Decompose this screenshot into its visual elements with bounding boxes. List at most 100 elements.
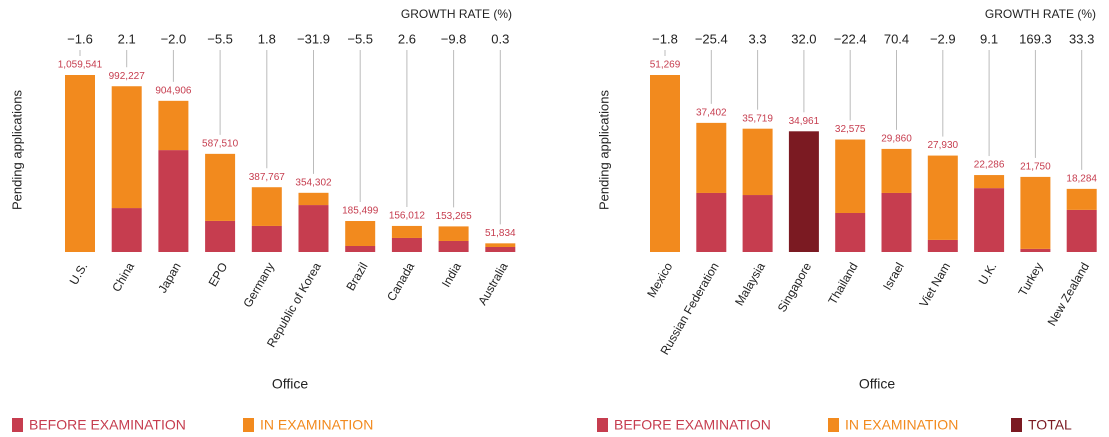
category-label: Brazil xyxy=(343,260,370,293)
growth-rate-label: 33.3 xyxy=(1069,31,1094,46)
bar-segment xyxy=(158,100,189,151)
legend-swatch xyxy=(828,418,839,432)
category-label: Mexico xyxy=(644,260,675,300)
total-label: 587,510 xyxy=(202,138,239,149)
category-label: Thailand xyxy=(825,260,860,307)
total-label: 354,302 xyxy=(295,177,332,188)
growth-rate-label: −5.5 xyxy=(347,31,373,46)
growth-rate-label: 9.1 xyxy=(980,31,998,46)
total-label: 18,284 xyxy=(1066,174,1097,185)
legend-swatch xyxy=(1011,418,1022,432)
legend-label: IN EXAMINATION xyxy=(260,417,373,433)
growth-rate-label: −22.4 xyxy=(834,31,867,46)
bar-segment xyxy=(111,208,142,252)
bar-segment xyxy=(927,155,958,240)
bar-segment xyxy=(298,192,329,206)
growth-rate-label: 2.6 xyxy=(398,31,416,46)
bar-segment xyxy=(1066,209,1097,252)
bar-segment xyxy=(298,205,329,252)
x-axis-label: Office xyxy=(859,376,896,392)
legend-label: BEFORE EXAMINATION xyxy=(614,417,771,433)
bar-segment xyxy=(391,225,422,238)
growth-rate-label: 0.3 xyxy=(491,31,509,46)
category-label: Viet Nam xyxy=(916,260,953,310)
total-label: 1,059,541 xyxy=(58,60,103,71)
category-label: New Zealand xyxy=(1045,260,1092,328)
legend-swatch xyxy=(12,418,23,432)
bar-segment xyxy=(205,220,236,252)
total-label: 32,575 xyxy=(835,124,866,135)
total-label: 992,227 xyxy=(109,71,146,82)
growth-rate-label: −1.8 xyxy=(652,31,678,46)
legend-swatch xyxy=(597,418,608,432)
bar-segment xyxy=(881,192,912,252)
bar-segment xyxy=(65,75,95,252)
growth-rate-label: 1.8 xyxy=(258,31,276,46)
bar-segment xyxy=(251,225,282,252)
growth-rate-label: −31.9 xyxy=(297,31,330,46)
total-label: 29,860 xyxy=(881,134,912,145)
bar-segment xyxy=(974,175,1005,189)
bar-segment xyxy=(485,243,516,247)
category-label: Israel xyxy=(880,260,907,292)
growth-rate-label: −1.6 xyxy=(67,31,93,46)
category-label: India xyxy=(439,260,464,290)
legend-label: TOTAL xyxy=(1028,417,1072,433)
category-label: U.S. xyxy=(67,260,91,287)
category-label: U.K. xyxy=(976,260,1000,287)
bar-segment xyxy=(1020,248,1051,252)
bar-segment xyxy=(1020,176,1051,249)
bar-segment xyxy=(391,237,422,252)
total-label: 21,750 xyxy=(1020,162,1051,173)
total-label: 34,961 xyxy=(789,116,820,127)
y-axis-label: Pending applications xyxy=(9,90,24,210)
growth-rate-label: 70.4 xyxy=(884,31,909,46)
total-label: 387,767 xyxy=(249,172,286,183)
category-label: Turkey xyxy=(1016,260,1046,298)
total-label: 153,265 xyxy=(436,211,473,222)
growth-rate-label: −5.5 xyxy=(207,31,233,46)
bar-segment xyxy=(835,139,866,213)
growth-rate-label: 32.0 xyxy=(791,31,816,46)
bar-segment xyxy=(485,246,516,252)
legend-label: IN EXAMINATION xyxy=(845,417,958,433)
bar-segment xyxy=(974,188,1005,252)
growth-rate-label: −9.8 xyxy=(441,31,467,46)
category-label: Singapore xyxy=(775,260,815,315)
bar-segment xyxy=(438,240,469,252)
total-label: 37,402 xyxy=(696,108,727,119)
bar-segment xyxy=(788,131,819,252)
bar-segment xyxy=(251,187,282,226)
bar-segment xyxy=(1066,188,1097,210)
total-label: 51,269 xyxy=(650,60,681,71)
growth-rate-title: GROWTH RATE (%) xyxy=(401,7,512,21)
y-axis-label: Pending applications xyxy=(596,90,611,210)
bar-segment xyxy=(650,75,680,252)
growth-rate-label: 2.1 xyxy=(118,31,136,46)
total-label: 51,834 xyxy=(485,228,516,239)
growth-rate-title: GROWTH RATE (%) xyxy=(985,7,1096,21)
bar-segment xyxy=(881,148,912,193)
category-label: China xyxy=(109,260,137,294)
category-label: Canada xyxy=(384,260,417,304)
total-label: 156,012 xyxy=(389,211,426,222)
bar-segment xyxy=(158,150,189,252)
growth-rate-label: 3.3 xyxy=(749,31,767,46)
total-label: 35,719 xyxy=(742,113,773,124)
growth-rate-label: −2.0 xyxy=(161,31,187,46)
category-label: Germany xyxy=(240,260,277,310)
bar-segment xyxy=(927,239,958,252)
growth-rate-label: 169.3 xyxy=(1019,31,1052,46)
bar-segment xyxy=(205,153,236,221)
bar-segment xyxy=(742,195,773,252)
category-label: Japan xyxy=(155,260,183,295)
bar-segment xyxy=(696,192,727,252)
bar-segment xyxy=(345,245,376,252)
category-label: EPO xyxy=(206,260,231,289)
total-label: 22,286 xyxy=(974,160,1005,171)
bar-segment xyxy=(696,122,727,193)
category-label: Malaysia xyxy=(732,260,768,308)
bar-segment xyxy=(835,212,866,252)
bar-segment xyxy=(345,221,376,246)
